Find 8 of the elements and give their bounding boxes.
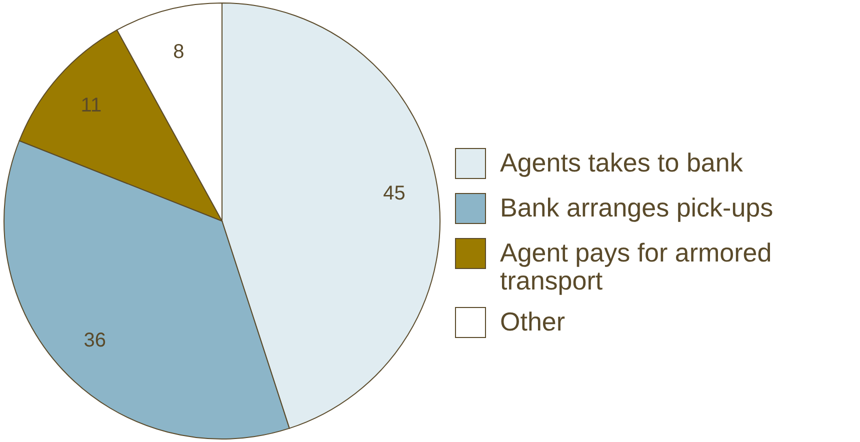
legend-label: Agents takes to bank <box>500 148 744 178</box>
legend-label: Agent pays for armored transport <box>500 238 772 296</box>
legend-label: Other <box>500 306 566 336</box>
legend-label: Bank arranges pick-ups <box>500 192 774 222</box>
data-label: 45 <box>383 182 406 205</box>
data-label: 36 <box>84 329 106 352</box>
data-label: 11 <box>80 94 102 117</box>
data-label: 8 <box>173 41 184 64</box>
